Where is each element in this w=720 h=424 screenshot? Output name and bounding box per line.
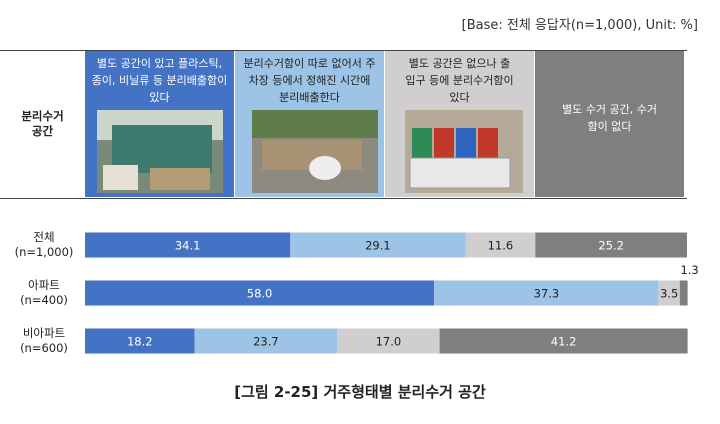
data-label: 37.3 bbox=[534, 287, 560, 301]
photo-cart bbox=[409, 157, 511, 189]
data-label: 58.0 bbox=[247, 287, 273, 301]
bar-segment bbox=[679, 280, 688, 306]
header-label: 분리수거 공간 bbox=[21, 109, 64, 138]
y-tick-label: 비아파트 (n=600) bbox=[20, 326, 68, 355]
legend-entry: 별도 공간은 없으나 출입구 등에 분리수거함이 있다 bbox=[405, 57, 514, 104]
bar-segment bbox=[194, 328, 338, 354]
bar-segment bbox=[85, 232, 291, 258]
photos bbox=[97, 110, 523, 193]
photo-bag bbox=[309, 156, 341, 180]
photo-trees bbox=[252, 110, 378, 138]
data-label: 34.1 bbox=[175, 239, 201, 253]
photo-boxes bbox=[150, 168, 210, 190]
header-label-cell: 분리수거 공간 bbox=[0, 50, 85, 198]
data-label: 25.2 bbox=[598, 239, 624, 253]
bar-segment bbox=[290, 232, 466, 258]
data-label: 11.6 bbox=[488, 239, 514, 253]
bar-segment bbox=[337, 328, 440, 354]
base-note: [Base: 전체 응답자(n=1,000), Unit: %] bbox=[461, 18, 698, 33]
y-tick-label: 전체 (n=1,000) bbox=[14, 230, 74, 259]
bar-segment bbox=[465, 232, 536, 258]
header-cell: 별도 수거 공간, 수거함이 없다 bbox=[535, 51, 684, 197]
bar-segment bbox=[85, 328, 195, 354]
photo-bin bbox=[456, 128, 476, 158]
legend-entry: 별도 수거 공간, 수거함이 없다 bbox=[562, 103, 657, 133]
photo-bin bbox=[412, 128, 432, 158]
bar-segment bbox=[658, 280, 680, 306]
bar-segment bbox=[535, 232, 687, 258]
legend-entry: 별도 공간이 있고 플라스틱, 종이, 비닐류 등 분리배출함이 있다 bbox=[91, 57, 228, 104]
data-label: 41.2 bbox=[551, 335, 577, 349]
photo-bags bbox=[103, 165, 138, 190]
header-rule bbox=[0, 50, 687, 51]
data-label: 23.7 bbox=[253, 335, 279, 349]
photo-bin bbox=[478, 128, 498, 158]
data-label: 1.3 bbox=[680, 263, 698, 277]
bar-segment bbox=[85, 280, 435, 306]
bar-segment bbox=[439, 328, 688, 354]
data-label: 3.5 bbox=[660, 287, 678, 301]
legend-entry: 분리수거함이 따로 없어서 주차장 등에서 정해진 시간에 분리배출한다 bbox=[243, 57, 376, 104]
bar-segment bbox=[434, 280, 659, 306]
chart-title: [그림 2-25] 거주형태별 분리수거 공간 bbox=[234, 383, 486, 401]
data-label: 29.1 bbox=[365, 239, 391, 253]
header-rule bbox=[0, 198, 687, 199]
y-tick-label: 아파트 (n=400) bbox=[20, 278, 68, 307]
photo-bin bbox=[434, 128, 454, 158]
data-label: 18.2 bbox=[127, 335, 153, 349]
data-label: 17.0 bbox=[376, 335, 402, 349]
